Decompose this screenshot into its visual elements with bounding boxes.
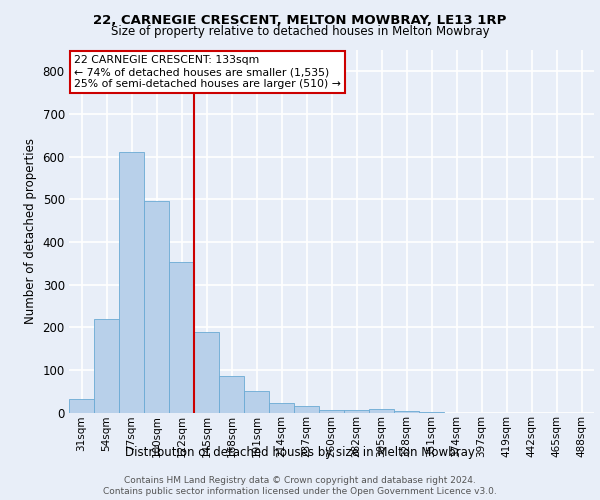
Bar (344, 410, 369, 412)
Bar (394, 411, 419, 412)
Bar (369, 409, 394, 412)
Text: Contains HM Land Registry data © Crown copyright and database right 2024.: Contains HM Land Registry data © Crown c… (124, 476, 476, 485)
Bar (294, 406, 319, 412)
Bar (144, 200, 169, 412)
Text: Size of property relative to detached houses in Melton Mowbray: Size of property relative to detached ho… (110, 25, 490, 38)
Bar (69, 399, 94, 412)
Text: 22, CARNEGIE CRESCENT, MELTON MOWBRAY, LE13 1RP: 22, CARNEGIE CRESCENT, MELTON MOWBRAY, L… (94, 14, 506, 27)
Y-axis label: Number of detached properties: Number of detached properties (24, 138, 37, 324)
Text: Distribution of detached houses by size in Melton Mowbray: Distribution of detached houses by size … (125, 446, 475, 459)
Bar (319, 410, 344, 412)
Bar (269, 403, 294, 412)
Bar (119, 152, 144, 412)
Bar (244, 391, 269, 412)
Bar (169, 262, 194, 412)
Text: 22 CARNEGIE CRESCENT: 133sqm
← 74% of detached houses are smaller (1,535)
25% of: 22 CARNEGIE CRESCENT: 133sqm ← 74% of de… (74, 56, 341, 88)
Bar (219, 376, 244, 412)
Bar (194, 332, 219, 412)
Text: Contains public sector information licensed under the Open Government Licence v3: Contains public sector information licen… (103, 487, 497, 496)
Bar (94, 318, 119, 412)
